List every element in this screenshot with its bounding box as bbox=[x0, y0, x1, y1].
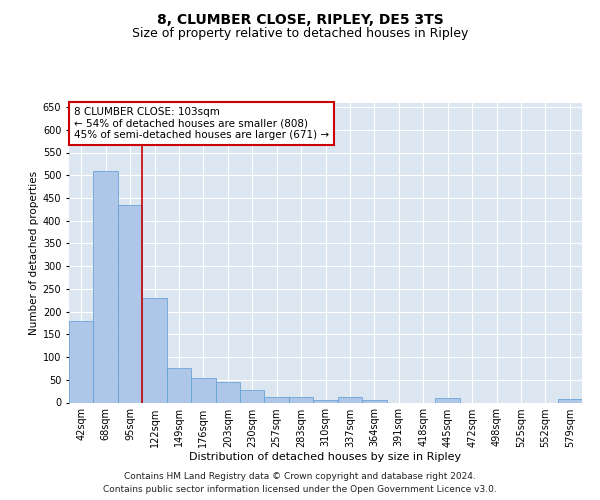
Bar bbox=[69, 320, 94, 402]
Bar bbox=[313, 400, 338, 402]
Bar bbox=[240, 390, 265, 402]
Bar bbox=[167, 368, 191, 402]
Bar bbox=[436, 398, 460, 402]
Bar bbox=[215, 382, 240, 402]
Bar bbox=[289, 397, 313, 402]
Bar bbox=[142, 298, 167, 403]
Bar bbox=[94, 170, 118, 402]
Text: Contains HM Land Registry data © Crown copyright and database right 2024.
Contai: Contains HM Land Registry data © Crown c… bbox=[103, 472, 497, 494]
Text: 8 CLUMBER CLOSE: 103sqm
← 54% of detached houses are smaller (808)
45% of semi-d: 8 CLUMBER CLOSE: 103sqm ← 54% of detache… bbox=[74, 107, 329, 140]
Bar bbox=[265, 397, 289, 402]
Bar bbox=[191, 378, 215, 402]
Bar bbox=[338, 397, 362, 402]
Text: 8, CLUMBER CLOSE, RIPLEY, DE5 3TS: 8, CLUMBER CLOSE, RIPLEY, DE5 3TS bbox=[157, 12, 443, 26]
Text: Size of property relative to detached houses in Ripley: Size of property relative to detached ho… bbox=[132, 28, 468, 40]
Y-axis label: Number of detached properties: Number of detached properties bbox=[29, 170, 38, 334]
X-axis label: Distribution of detached houses by size in Ripley: Distribution of detached houses by size … bbox=[190, 452, 461, 462]
Bar bbox=[557, 399, 582, 402]
Bar bbox=[118, 205, 142, 402]
Bar bbox=[362, 400, 386, 402]
